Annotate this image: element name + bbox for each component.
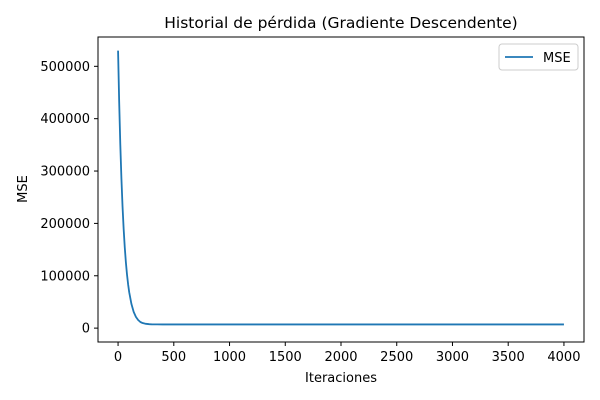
legend-box	[498, 43, 579, 71]
x-tick-label: 4000	[547, 350, 580, 365]
y-tick-label: 200000	[40, 217, 90, 232]
y-axis-ticks: 0 100000 200000 300000 400000 500000	[40, 60, 98, 337]
x-tick-label: 3000	[436, 350, 469, 365]
x-tick-label: 1000	[213, 350, 246, 365]
x-tick-label: 2500	[380, 350, 413, 365]
x-tick-label: 1500	[269, 350, 302, 365]
y-axis-title: MSE	[16, 175, 31, 203]
y-tick-label: 500000	[40, 60, 90, 75]
x-axis-title: Iteraciones	[305, 371, 377, 386]
x-tick-label: 2000	[324, 350, 357, 365]
x-tick-label: 500	[161, 350, 186, 365]
y-tick-label: 300000	[40, 165, 90, 180]
chart-title: Historial de pérdida (Gradiente Descende…	[164, 14, 517, 32]
x-tick-label: 3500	[492, 350, 525, 365]
legend-label-mse: MSE	[543, 51, 571, 66]
y-tick-label: 100000	[40, 269, 90, 284]
y-tick-label: 0	[82, 322, 90, 337]
y-tick-label: 400000	[40, 112, 90, 127]
legend: MSE	[498, 43, 579, 71]
x-axis-ticks: 0 500 1000 1500 2000 2500 3000 3500 4000	[114, 342, 580, 365]
x-tick-label: 0	[114, 350, 122, 365]
series-line-mse	[117, 50, 564, 326]
